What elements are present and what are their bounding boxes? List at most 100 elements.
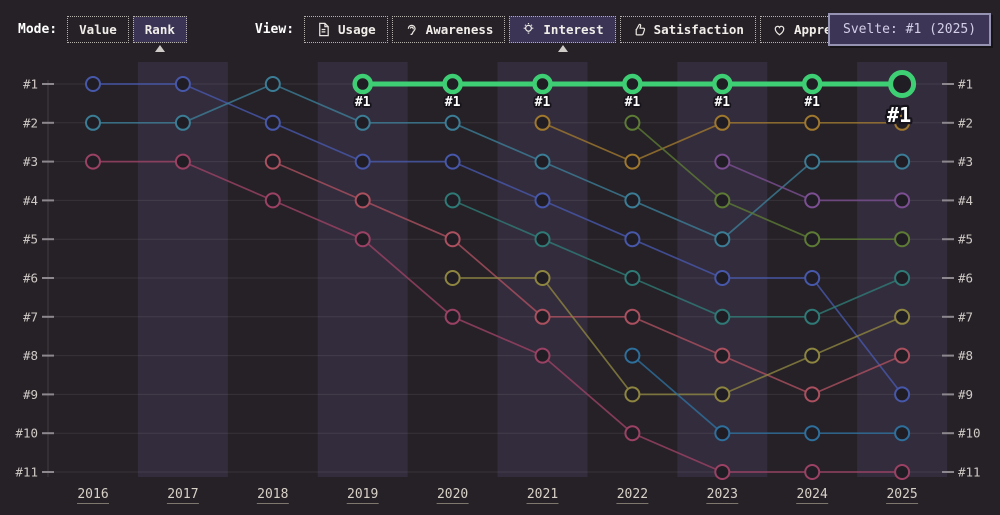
series-point-svelte[interactable] [352, 73, 373, 95]
rank-label-right: #6 [958, 271, 973, 286]
mode-value-button[interactable]: Value [67, 15, 129, 43]
series-point-sea-teal[interactable] [714, 308, 731, 325]
series-point-olive-green[interactable] [894, 231, 911, 248]
series-point-steel-blue[interactable] [894, 425, 911, 442]
series-point-purple[interactable] [714, 153, 731, 170]
series-point-magenta[interactable] [804, 464, 821, 480]
series-point-magenta[interactable] [444, 308, 461, 325]
series-point-blue[interactable] [444, 153, 461, 170]
year-label: 2018 [257, 487, 288, 502]
series-point-blue[interactable] [894, 386, 911, 403]
series-point-teal[interactable] [804, 153, 821, 170]
view-awareness-label: Awareness [425, 21, 494, 37]
series-point-purple[interactable] [894, 192, 911, 209]
series-point-blue[interactable] [804, 270, 821, 286]
series-point-amber[interactable] [714, 114, 731, 131]
series-point-blue[interactable] [174, 76, 191, 92]
point-rank-label: #1 [887, 103, 911, 127]
series-point-steel-blue[interactable] [804, 425, 821, 442]
series-point-purple[interactable] [804, 192, 821, 209]
series-line-magenta[interactable] [92, 160, 903, 473]
point-rank-label: #1 [714, 95, 730, 110]
series-line-rose[interactable] [271, 160, 903, 396]
series-point-sea-teal[interactable] [804, 308, 821, 325]
series-point-magenta[interactable] [264, 192, 281, 209]
series-point-blue[interactable] [534, 192, 551, 209]
view-interest-button[interactable]: Interest [509, 15, 616, 52]
series-point-teal[interactable] [264, 76, 281, 92]
series-line-olive-green[interactable] [631, 121, 903, 241]
series-point-teal[interactable] [894, 153, 911, 170]
series-point-amber[interactable] [534, 114, 551, 131]
series-point-sea-teal[interactable] [534, 231, 551, 248]
rank-label-left: #10 [15, 426, 38, 441]
series-point-teal[interactable] [85, 114, 101, 131]
view-awareness-button[interactable]: Awareness [391, 15, 506, 43]
point-rank-label: #1 [535, 95, 551, 110]
series-point-rose[interactable] [264, 153, 281, 170]
rank-label-left: #3 [23, 154, 38, 169]
rank-label-right: #4 [958, 193, 973, 208]
series-point-svelte[interactable] [622, 73, 643, 95]
series-point-teal[interactable] [444, 114, 461, 131]
series-point-rose[interactable] [624, 308, 641, 325]
series-point-magenta[interactable] [85, 153, 101, 170]
series-point-rose[interactable] [354, 192, 371, 209]
selected-caret [154, 44, 165, 52]
series-point-olive-green[interactable] [714, 192, 731, 209]
series-point-svelte[interactable] [532, 73, 553, 95]
series-point-khaki[interactable] [534, 270, 551, 286]
series-point-blue[interactable] [624, 231, 641, 248]
series-point-svelte[interactable] [442, 73, 463, 95]
series-point-svelte[interactable] [888, 70, 917, 98]
series-point-khaki[interactable] [714, 386, 731, 403]
series-point-teal[interactable] [714, 231, 731, 248]
series-point-magenta[interactable] [174, 153, 191, 170]
series-point-blue[interactable] [85, 76, 101, 92]
series-point-magenta[interactable] [894, 464, 911, 480]
series-point-rose[interactable] [804, 386, 821, 403]
series-point-rose[interactable] [534, 308, 551, 325]
lightbulb-icon [524, 22, 534, 34]
series-point-magenta[interactable] [624, 425, 641, 442]
rank-label-left: #11 [15, 465, 38, 480]
series-line-sea-teal[interactable] [451, 199, 903, 318]
series-point-teal[interactable] [354, 114, 371, 131]
series-point-magenta[interactable] [354, 231, 371, 248]
series-point-khaki[interactable] [804, 347, 821, 364]
series-point-rose[interactable] [444, 231, 461, 248]
series-line-teal[interactable] [92, 83, 903, 241]
series-point-sea-teal[interactable] [624, 270, 641, 286]
series-point-amber[interactable] [804, 114, 821, 131]
series-point-blue[interactable] [714, 270, 731, 286]
series-point-rose[interactable] [714, 347, 731, 364]
series-point-rose[interactable] [894, 347, 911, 364]
series-line-steel-blue[interactable] [631, 354, 903, 435]
series-point-olive-green[interactable] [624, 114, 641, 131]
series-point-sea-teal[interactable] [894, 270, 911, 286]
series-point-magenta[interactable] [534, 347, 551, 364]
series-point-teal[interactable] [174, 114, 191, 131]
series-point-amber[interactable] [624, 153, 641, 170]
series-point-amber[interactable] [894, 114, 911, 131]
series-point-svelte[interactable] [801, 73, 823, 95]
series-point-khaki[interactable] [894, 308, 911, 325]
series-point-blue[interactable] [264, 114, 281, 131]
point-rank-label: #1 [445, 95, 461, 110]
series-point-steel-blue[interactable] [714, 425, 731, 442]
series-point-blue[interactable] [354, 153, 371, 170]
series-point-steel-blue[interactable] [624, 347, 641, 364]
view-usage-button[interactable]: Usage [304, 15, 388, 43]
series-point-teal[interactable] [534, 153, 551, 170]
series-point-svelte[interactable] [712, 73, 733, 95]
mode-rank-button[interactable]: Rank [132, 15, 187, 52]
view-satisfaction-button[interactable]: Satisfaction [619, 15, 756, 43]
rank-label-right: #9 [958, 387, 973, 402]
series-point-olive-green[interactable] [804, 231, 821, 248]
series-point-teal[interactable] [624, 192, 641, 209]
series-point-sea-teal[interactable] [444, 192, 461, 209]
series-point-khaki[interactable] [444, 270, 461, 286]
series-point-magenta[interactable] [714, 464, 731, 480]
series-point-khaki[interactable] [624, 386, 641, 403]
